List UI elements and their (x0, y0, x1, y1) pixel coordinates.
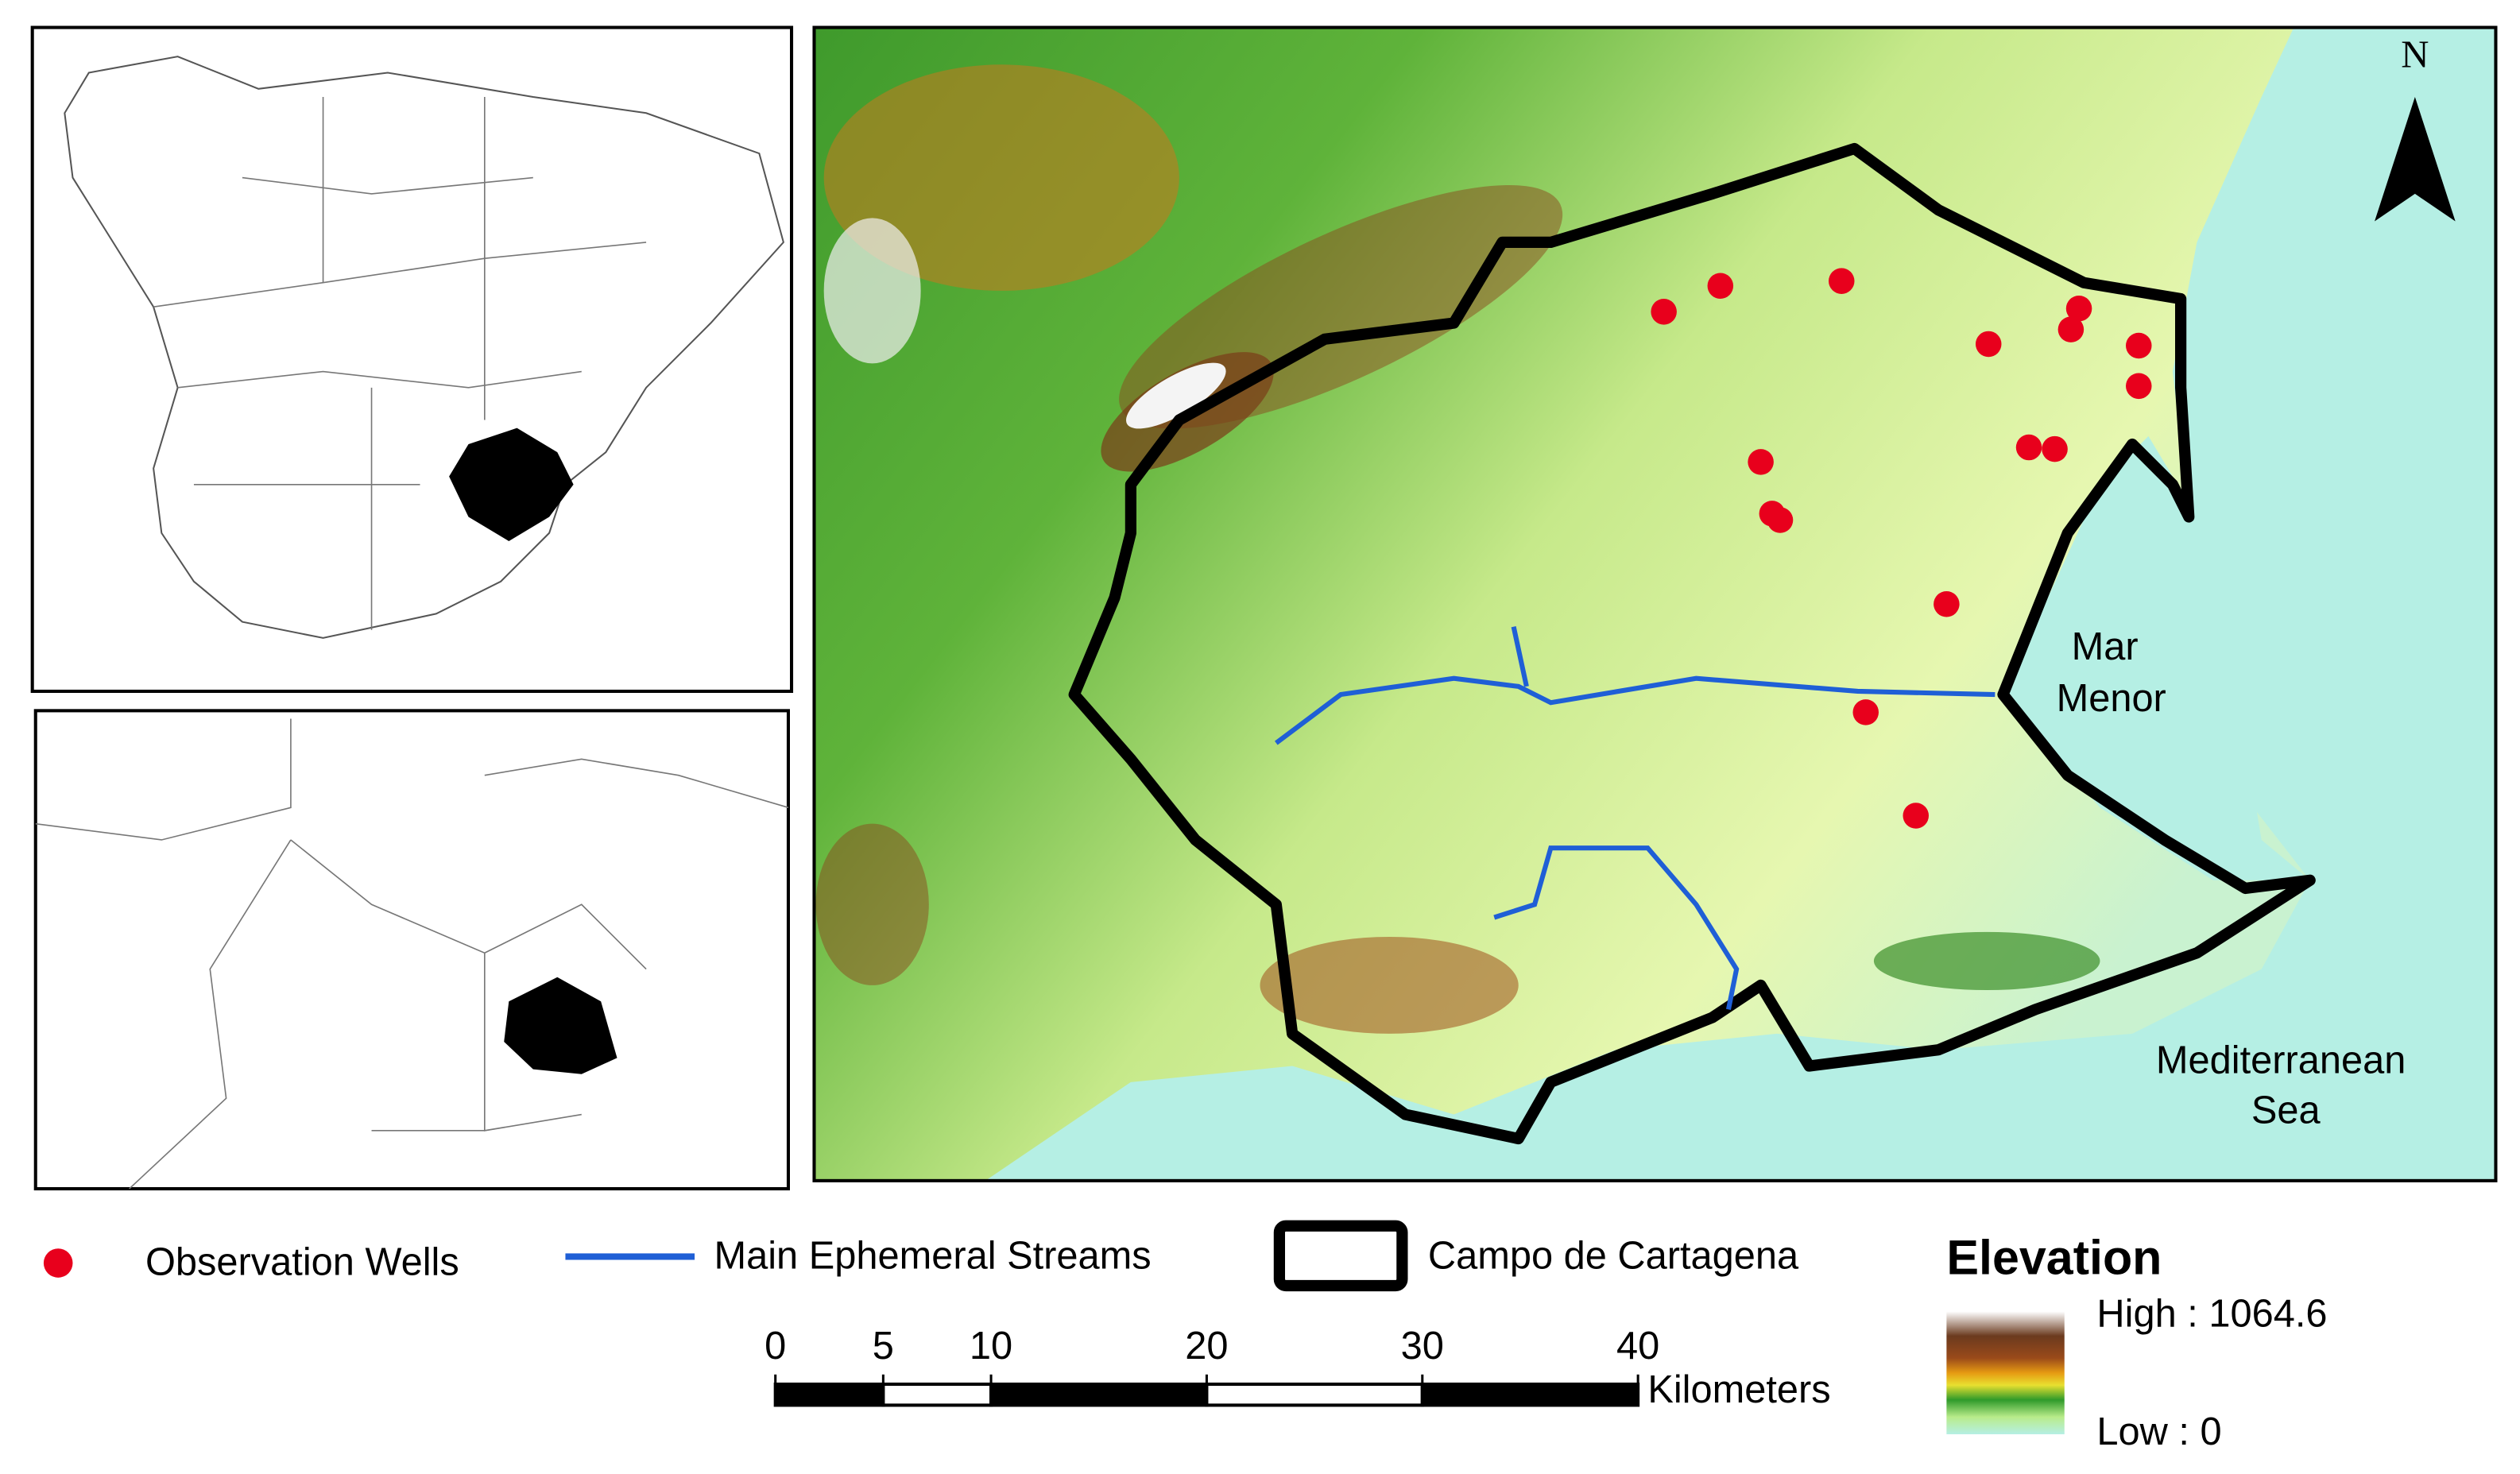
well (1828, 268, 1855, 294)
scale-tick-label: 20 (1185, 1325, 1228, 1368)
relief (823, 64, 1179, 291)
scale-unit: Kilometers (1647, 1368, 1830, 1411)
map-label: Mediterranean (2156, 1039, 2406, 1081)
scale-tick-label: 30 (1401, 1325, 1444, 1368)
murcia-region (504, 977, 617, 1074)
elevation-ramp (1946, 1311, 2065, 1434)
map-label: Mar (2072, 625, 2139, 668)
map-label: Menor (2057, 677, 2166, 720)
stream (1274, 626, 1995, 745)
scale-tick-label: 10 (970, 1325, 1012, 1368)
well (1934, 590, 1960, 617)
scale-bar: 0 5 10 20 30 40 (765, 1325, 1659, 1407)
legend-label: Main Ephemeral Streams (714, 1234, 1151, 1277)
murcia-region (449, 427, 574, 541)
legend-well-symbol (43, 1248, 73, 1278)
relief (1125, 362, 1226, 429)
well (2015, 434, 2042, 461)
north-label: N (2401, 33, 2429, 75)
well (1707, 273, 1734, 300)
well (2065, 295, 2092, 322)
well (1767, 507, 1794, 533)
inset-frame (33, 709, 790, 1191)
legend-label: High : 1064.6 (2096, 1293, 2327, 1336)
scale-tick-label: 40 (1616, 1325, 1659, 1368)
map-frame (812, 25, 2498, 1182)
scale-segment (989, 1382, 1209, 1407)
relief (1260, 936, 1519, 1034)
well (2126, 332, 2152, 359)
scale-tick-label: 0 (765, 1325, 786, 1368)
region-borders (153, 96, 647, 630)
relief (815, 823, 929, 985)
legend-boundary-symbol (1273, 1220, 1408, 1292)
main-map: Mar Menor Mediterranean Sea N (814, 27, 2496, 1181)
peninsula-outline (64, 56, 784, 639)
well (2042, 435, 2068, 462)
mar-menor-water (2003, 435, 2310, 880)
scale-segment (881, 1382, 993, 1407)
well (2057, 316, 2085, 342)
well (1651, 299, 1677, 325)
legend-label: Low : 0 (2096, 1410, 2221, 1453)
relief (1873, 931, 2100, 991)
relief (823, 218, 921, 364)
map-label: Sea (2251, 1089, 2321, 1132)
scale-tick-label: 5 (873, 1325, 894, 1368)
well (1852, 699, 1879, 725)
well (1748, 449, 1774, 475)
scale-segment (1420, 1382, 1640, 1407)
north-arrow (2375, 96, 2456, 222)
scale-segment (773, 1382, 885, 1407)
stream (1493, 845, 1740, 1011)
campo-boundary (1068, 142, 2316, 1145)
well (2126, 373, 2152, 400)
well (1975, 331, 2002, 358)
region-borders (35, 718, 789, 1190)
legend-title: Elevation (1946, 1231, 2162, 1285)
legend-label: Campo de Cartagena (1428, 1234, 1799, 1277)
well (1903, 803, 1930, 829)
scale-segment (1205, 1382, 1424, 1407)
wells (1651, 268, 2152, 829)
legend-label: Observation Wells (145, 1240, 459, 1283)
